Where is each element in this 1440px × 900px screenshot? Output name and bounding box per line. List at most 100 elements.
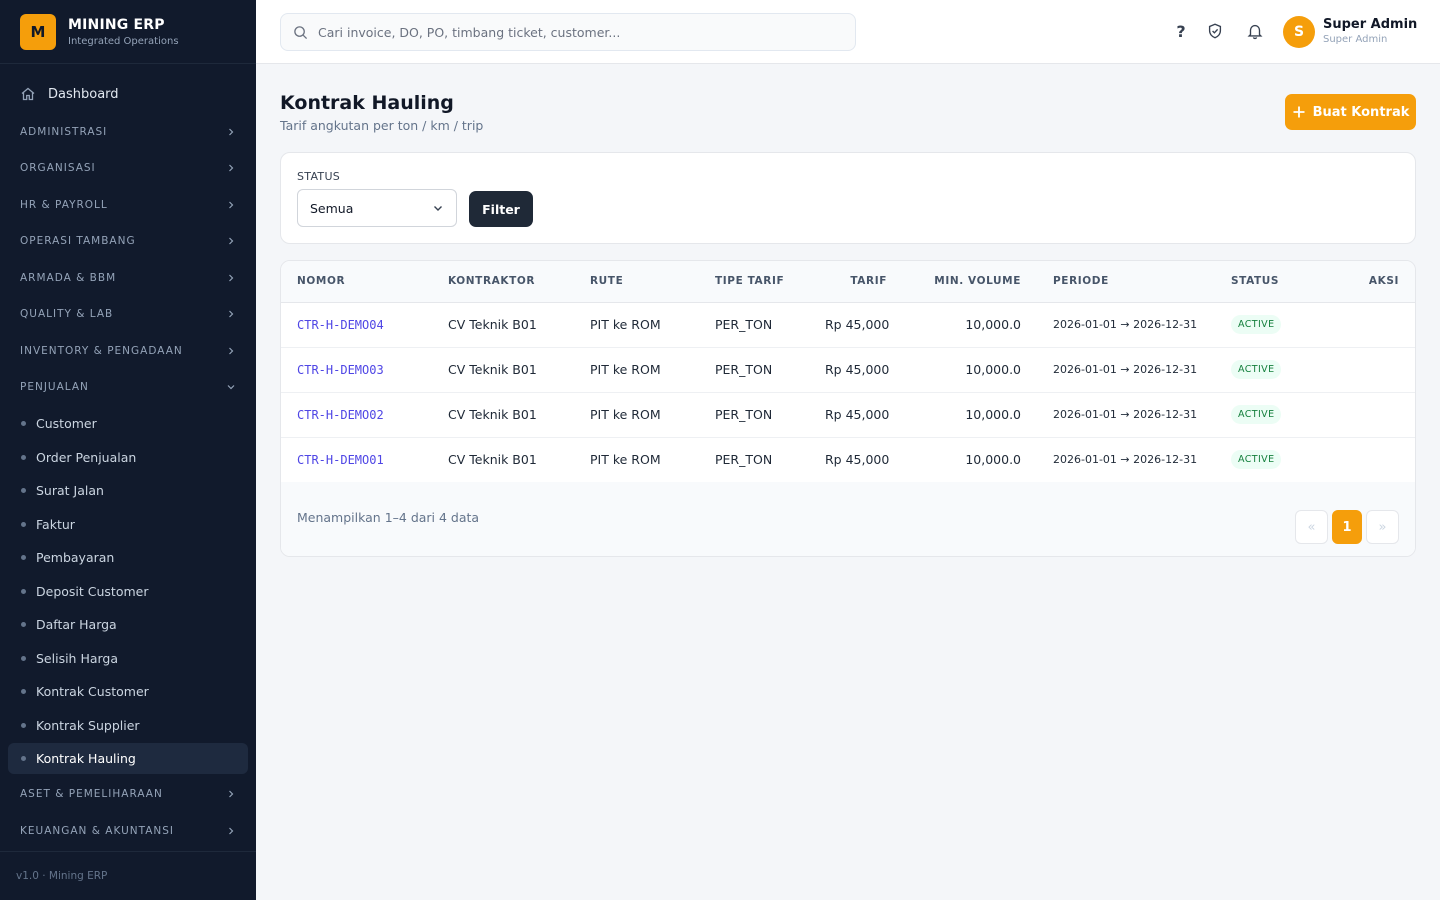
shield-check-icon[interactable] bbox=[1205, 21, 1225, 41]
sidebar-item-faktur[interactable]: Faktur bbox=[8, 509, 248, 540]
search-input[interactable] bbox=[318, 24, 838, 40]
contract-number-link[interactable]: CTR-H-DEMO01 bbox=[297, 453, 384, 467]
chevron-right-icon bbox=[229, 274, 234, 282]
sidebar-section-label: INVENTORY & PENGADAAN bbox=[20, 345, 183, 357]
route-cell: PIT ke ROM bbox=[574, 347, 699, 393]
chevron-right-icon bbox=[229, 128, 234, 136]
help-label: ? bbox=[1176, 21, 1186, 41]
filter-button[interactable]: Filter bbox=[469, 191, 533, 227]
min-volume-cell: 10,000.0 bbox=[903, 302, 1037, 348]
table-row[interactable]: CTR-H-DEMO04 CV Teknik B01 PIT ke ROM PE… bbox=[281, 302, 1415, 348]
avatar[interactable]: S bbox=[1283, 16, 1315, 48]
sidebar-item-kontrak-hauling[interactable]: Kontrak Hauling bbox=[8, 743, 248, 774]
actions-cell bbox=[1313, 437, 1415, 483]
sidebar-item-label: Kontrak Supplier bbox=[36, 718, 140, 733]
sidebar-item-pembayaran[interactable]: Pembayaran bbox=[8, 542, 248, 573]
sidebar-item-daftar-harga[interactable]: Daftar Harga bbox=[8, 609, 248, 640]
bell-svg bbox=[1247, 24, 1263, 40]
sidebar-item-kontrak-supplier[interactable]: Kontrak Supplier bbox=[8, 710, 248, 741]
sidebar-item-selisih-harga[interactable]: Selisih Harga bbox=[8, 643, 248, 674]
col-header-periode[interactable]: PERIODE bbox=[1037, 261, 1215, 303]
col-header-tarif[interactable]: TARIF bbox=[809, 261, 903, 303]
sidebar-section-keuangan-akuntansi[interactable]: KEUANGAN & AKUNTANSI bbox=[8, 817, 248, 845]
table-row[interactable]: CTR-H-DEMO01 CV Teknik B01 PIT ke ROM PE… bbox=[281, 437, 1415, 483]
tariff-cell: Rp 45,000 bbox=[809, 437, 903, 483]
search-icon bbox=[294, 25, 308, 39]
tariff-type-cell: PER_TON bbox=[699, 347, 809, 393]
col-header-status[interactable]: STATUS bbox=[1215, 261, 1313, 303]
col-header-tipe-tarif[interactable]: TIPE TARIF bbox=[699, 261, 809, 303]
col-header-kontraktor[interactable]: KONTRAKTOR bbox=[432, 261, 574, 303]
sidebar-item-label: Kontrak Customer bbox=[36, 684, 149, 699]
bullet-icon bbox=[21, 622, 26, 627]
sidebar-section-label: KEUANGAN & AKUNTANSI bbox=[20, 825, 175, 837]
bullet-icon bbox=[21, 689, 26, 694]
col-header-nomor[interactable]: NOMOR bbox=[281, 261, 432, 303]
pagination-info: Menampilkan 1–4 dari 4 data bbox=[297, 510, 480, 525]
user-name[interactable]: Super Admin bbox=[1323, 17, 1418, 32]
sidebar-section-armada-bbm[interactable]: ARMADA & BBM bbox=[8, 264, 248, 292]
pagination-page-1[interactable]: 1 bbox=[1332, 510, 1362, 544]
bullet-icon bbox=[21, 421, 26, 426]
bullet-icon bbox=[21, 555, 26, 560]
sidebar-item-surat-jalan[interactable]: Surat Jalan bbox=[8, 475, 248, 506]
sidebar-item-label: Surat Jalan bbox=[36, 483, 104, 498]
pagination-prev-button[interactable]: « bbox=[1295, 510, 1328, 544]
search-box[interactable] bbox=[280, 13, 856, 51]
min-volume-cell: 10,000.0 bbox=[903, 437, 1037, 483]
help-icon[interactable]: ? bbox=[1171, 21, 1191, 41]
status-select[interactable]: Semua bbox=[297, 189, 457, 227]
pagination-next-button[interactable]: » bbox=[1366, 510, 1399, 544]
sidebar-item-label: Pembayaran bbox=[36, 550, 115, 565]
tariff-cell: Rp 45,000 bbox=[809, 302, 903, 348]
sidebar-section-organisasi[interactable]: ORGANISASI bbox=[8, 154, 248, 182]
sidebar-item-label: Customer bbox=[36, 416, 97, 431]
sidebar-item-customer[interactable]: Customer bbox=[8, 408, 248, 439]
sidebar-item-label: Order Penjualan bbox=[36, 450, 137, 465]
sidebar-section-label: QUALITY & LAB bbox=[20, 308, 114, 320]
contract-number-link[interactable]: CTR-H-DEMO03 bbox=[297, 363, 384, 377]
sidebar-item-kontrak-customer[interactable]: Kontrak Customer bbox=[8, 676, 248, 707]
table-row[interactable]: CTR-H-DEMO02 CV Teknik B01 PIT ke ROM PE… bbox=[281, 392, 1415, 438]
brand[interactable]: M MINING ERP Integrated Operations bbox=[0, 0, 256, 64]
page-title: Kontrak Hauling bbox=[280, 92, 454, 114]
sidebar-item-deposit-customer[interactable]: Deposit Customer bbox=[8, 576, 248, 607]
sidebar-section-operasi-tambang[interactable]: OPERASI TAMBANG bbox=[8, 227, 248, 255]
sidebar-section-penjualan[interactable]: PENJUALAN bbox=[8, 373, 248, 401]
bullet-icon bbox=[21, 723, 26, 728]
status-badge: ACTIVE bbox=[1231, 405, 1282, 424]
contract-number-link[interactable]: CTR-H-DEMO04 bbox=[297, 318, 384, 332]
create-contract-label: Buat Kontrak bbox=[1312, 104, 1410, 120]
chevron-right-icon bbox=[229, 827, 234, 835]
sidebar-section-administrasi[interactable]: ADMINISTRASI bbox=[8, 118, 248, 146]
topbar: ? S Super Admin Super Admin bbox=[256, 0, 1440, 64]
status-badge: ACTIVE bbox=[1231, 450, 1282, 469]
create-contract-button[interactable]: Buat Kontrak bbox=[1285, 94, 1416, 130]
bullet-icon bbox=[21, 488, 26, 493]
period-cell: 2026-01-01 → 2026-12-31 bbox=[1037, 302, 1215, 348]
brand-logo: M bbox=[20, 13, 56, 50]
bullet-icon bbox=[21, 522, 26, 527]
sidebar-section-inventory-pengadaan[interactable]: INVENTORY & PENGADAAN bbox=[8, 337, 248, 365]
chevron-right-icon bbox=[229, 237, 234, 245]
bell-icon[interactable] bbox=[1245, 21, 1265, 41]
sidebar-item-dashboard[interactable]: Dashboard bbox=[8, 80, 248, 108]
bullet-icon bbox=[21, 656, 26, 661]
chevron-right-icon bbox=[229, 201, 234, 209]
chevron-right-icon bbox=[229, 310, 234, 318]
sidebar-section-label: ORGANISASI bbox=[20, 162, 96, 174]
sidebar-section-quality-lab[interactable]: QUALITY & LAB bbox=[8, 300, 248, 328]
table-row[interactable]: CTR-H-DEMO03 CV Teknik B01 PIT ke ROM PE… bbox=[281, 347, 1415, 393]
actions-cell bbox=[1313, 347, 1415, 393]
sidebar-item-order-penjualan[interactable]: Order Penjualan bbox=[8, 442, 248, 473]
col-header-min-volume[interactable]: MIN. VOLUME bbox=[903, 261, 1037, 303]
contractor-cell: CV Teknik B01 bbox=[432, 347, 574, 393]
sidebar-section-aset-pemeliharaan[interactable]: ASET & PEMELIHARAAN bbox=[8, 780, 248, 808]
col-header-rute[interactable]: RUTE bbox=[574, 261, 699, 303]
sidebar-item-label: Kontrak Hauling bbox=[36, 751, 136, 766]
sidebar-section-hr-payroll[interactable]: HR & PAYROLL bbox=[8, 191, 248, 219]
sidebar-section-label: PENJUALAN bbox=[20, 381, 89, 393]
chevron-right-icon bbox=[229, 790, 234, 798]
status-select-value: Semua bbox=[310, 200, 354, 216]
contract-number-link[interactable]: CTR-H-DEMO02 bbox=[297, 408, 384, 422]
